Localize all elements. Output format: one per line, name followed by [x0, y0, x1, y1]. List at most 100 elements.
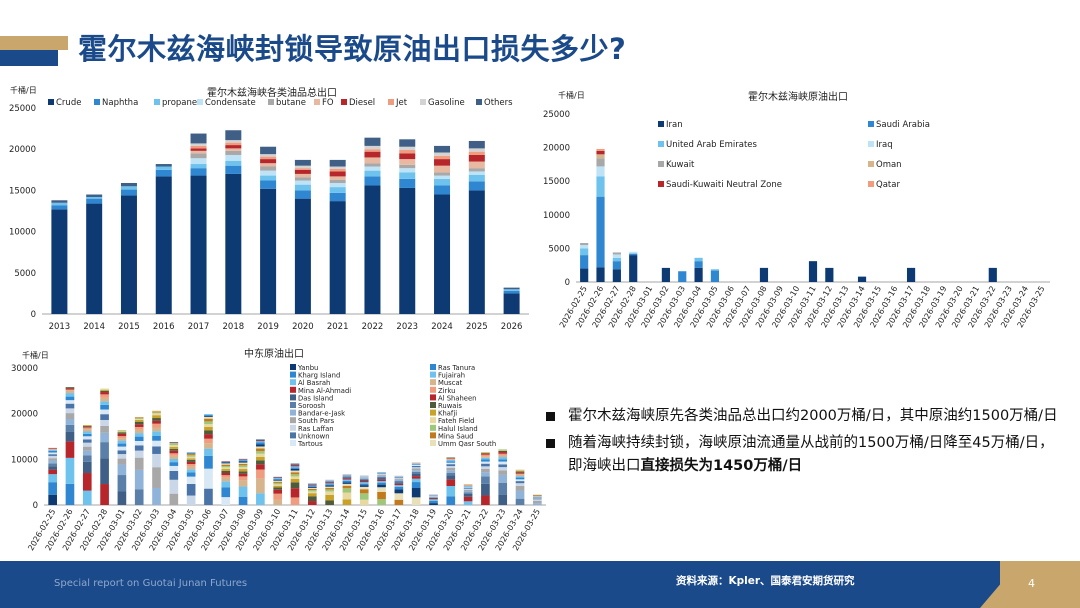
bar-segment-yanbu [204, 415, 213, 417]
legend-swatch [430, 424, 436, 431]
bar-segment-fateh-field [221, 467, 231, 470]
bar-segment-diesel [190, 148, 207, 151]
bar-segment-ras-laffan [411, 467, 421, 469]
bar-segment-mina-saud [290, 472, 300, 475]
bar-segment-qatar [596, 148, 605, 151]
legend-label: Al Basrah [298, 379, 330, 387]
bar-segment-ras-laffan [481, 466, 490, 469]
bar-segment-naphtha [225, 165, 242, 174]
y-tick-label: 5000 [14, 269, 36, 279]
bar-segment-zirku [100, 394, 109, 398]
bar-segment-ras-laffan [446, 466, 456, 468]
bar-segment-umm-qasr-south [342, 483, 352, 486]
bar-segment-jet [468, 151, 485, 155]
bar-segment-al-shaheen [204, 434, 213, 439]
bar-segment-das-island [290, 464, 300, 466]
bar-segment-diesel [399, 153, 416, 160]
bar-segment-khafji [169, 447, 179, 449]
bar-segment-bandar-e-jask [394, 479, 404, 482]
bar-segment-gasoline [434, 152, 451, 156]
chart-svg: 中东原油出口千桶/日01000020000300002026-02-252026… [11, 347, 546, 552]
bar-segment-mina-saud [256, 448, 265, 452]
bar-segment-naphtha [86, 198, 103, 204]
bar-segment-south-pars [394, 478, 404, 480]
bar-segment-muscat [498, 455, 508, 458]
legend-label: Mina Saud [438, 432, 474, 440]
bar-segment-al-shaheen [221, 472, 231, 476]
bar-segment-propane [190, 164, 207, 169]
bar-segment-das-island [463, 493, 473, 497]
bar-segment-zirku [65, 389, 75, 391]
bar-segment-umm-qasr-south [186, 453, 196, 455]
bar-segment-south-pars [463, 489, 473, 492]
bar-segment-saudi-arabia [694, 261, 703, 268]
bar-segment-soroosh [377, 476, 386, 479]
legend-swatch [290, 417, 296, 424]
legend-swatch [658, 161, 664, 167]
bar-segment-kharg-island [411, 482, 421, 489]
bar-segment-ruwais [134, 421, 144, 425]
x-tick-label: 2023 [396, 322, 418, 332]
bar-segment-halul-island [204, 421, 213, 425]
bar-segment-condensate [468, 171, 485, 175]
bar-segment-halul-island [221, 465, 231, 468]
bar-segment-butane [468, 168, 485, 172]
bar-segment-ruwais [100, 390, 109, 393]
bar-segment-khafji [307, 493, 317, 497]
legend-swatch [290, 440, 296, 446]
bar-segment-butane [364, 163, 381, 167]
bar-segment-soroosh [463, 492, 473, 494]
bar-segment-halul-island [152, 412, 161, 414]
bar-segment-ras-tanura [152, 435, 161, 441]
bar-segment-al-basrah [273, 478, 283, 479]
legend-swatch [430, 371, 436, 378]
y-tick-label: 20000 [543, 144, 570, 154]
bar-segment-yanbu [394, 489, 404, 494]
bar-segment-khafji [82, 425, 92, 426]
bar-segment-propane [155, 166, 172, 170]
bar-segment-ras-tanura [117, 443, 127, 447]
legend-swatch [290, 432, 296, 439]
bar-segment-fujairah [82, 431, 92, 434]
bar-segment-fateh-field [152, 413, 161, 416]
bar-segment-mina-saud [238, 463, 248, 466]
bar-segment-zirku [221, 475, 231, 478]
bar-segment-zirku [169, 453, 179, 456]
x-tick-label: 2016 [153, 322, 175, 332]
bar-segment-kuwait [612, 252, 621, 255]
bar-segment-muscat [82, 429, 92, 432]
bar-segment-mina-al-ahmadi [100, 484, 109, 505]
x-tick-label: 2019 [257, 322, 279, 332]
bar-segment-das-island [65, 431, 75, 442]
bar-segment-khafji [204, 426, 213, 431]
bar-segment-muscat [186, 466, 196, 470]
bar-segment-diesel [260, 159, 277, 164]
bar-segment-south-pars [377, 474, 386, 476]
bar-segment-iran [694, 267, 703, 282]
bar-segment-mina-al-ahmadi [48, 469, 57, 475]
x-tick-label: 2024 [431, 322, 453, 332]
y-tick-label: 0 [565, 278, 570, 288]
bar-segment-tartous [48, 452, 57, 455]
bar-segment-mina-al-ahmadi [446, 479, 456, 487]
bar-segment-soroosh [325, 481, 334, 482]
bar-segment-iran [612, 269, 621, 282]
bar-segment-al-basrah [394, 485, 404, 487]
bar-segment-kharg-island [238, 460, 248, 462]
x-tick-label: 2025 [466, 322, 488, 332]
bar-segment-bandar-e-jask [82, 450, 92, 456]
bar-segment-ras-tanura [515, 477, 525, 480]
bar-segment-kharg-island [48, 482, 57, 495]
bar-segment-condensate [329, 182, 346, 188]
bar-segment-al-shaheen [134, 424, 144, 427]
bar-segment-ruwais [481, 453, 490, 454]
bar-segment-mina-al-ahmadi [342, 478, 352, 480]
y-tick-label: 15000 [543, 177, 570, 187]
bar-segment-bandar-e-jask [446, 470, 456, 473]
legend-label: Saudi Arabia [876, 120, 930, 130]
bar-segment-das-island [117, 491, 127, 505]
bar-segment-fujairah [117, 440, 127, 444]
bar-segment-tartous [221, 497, 231, 505]
bar-segment-gasoline [260, 154, 277, 157]
legend-label: Halul Island [438, 425, 478, 433]
